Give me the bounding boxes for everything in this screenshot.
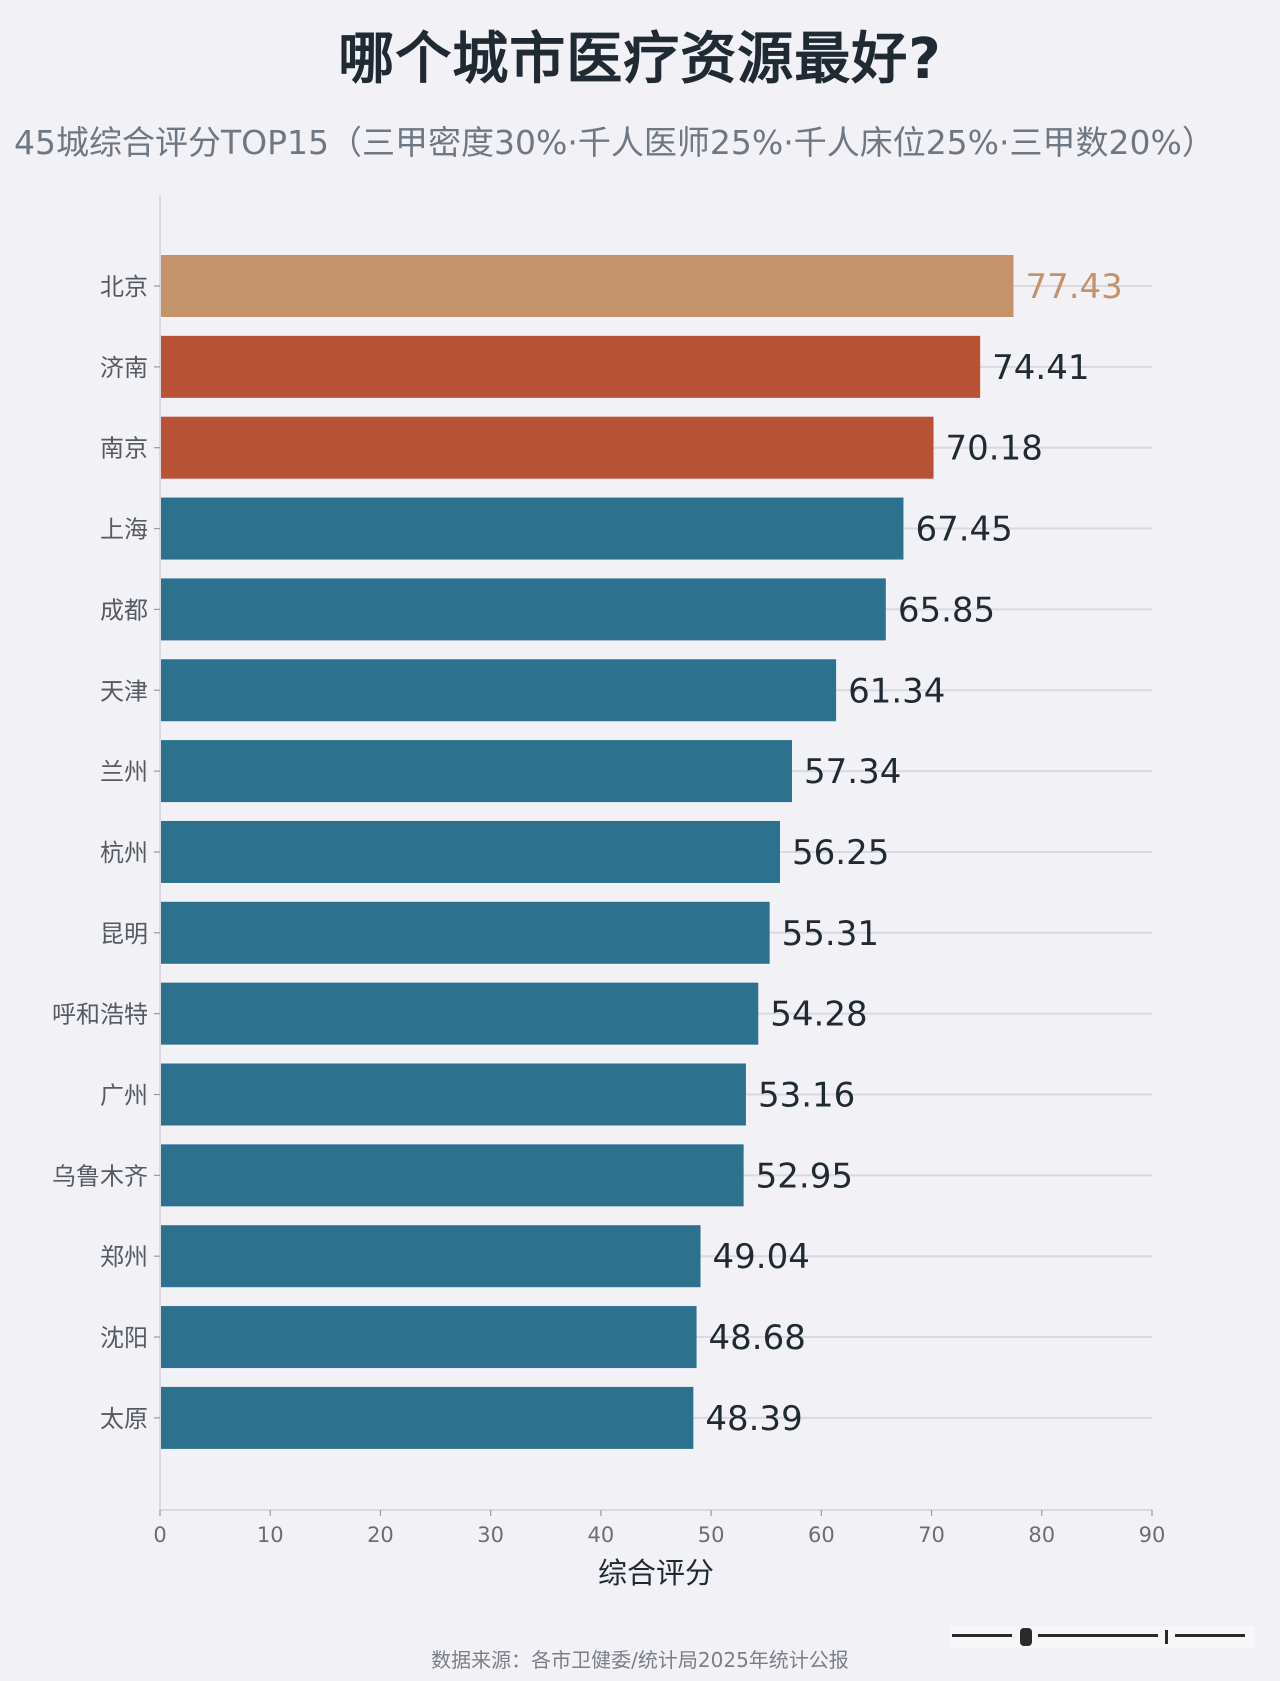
x-tick-label: 10 [257, 1523, 284, 1547]
y-tick-label: 郑州 [100, 1243, 148, 1271]
y-tick-label: 沈阳 [100, 1324, 148, 1352]
data-label: 55.31 [782, 914, 879, 954]
data-label: 49.04 [713, 1237, 810, 1277]
bar [161, 416, 934, 479]
x-axis-title: 综合评分 [598, 1556, 714, 1590]
bar [161, 659, 837, 722]
x-tick-label: 60 [808, 1523, 835, 1547]
bar [161, 335, 981, 398]
bar [161, 820, 780, 883]
chart-title: 哪个城市医疗资源最好? [338, 27, 942, 92]
bar [161, 901, 770, 964]
y-tick-label: 上海 [100, 516, 148, 544]
x-tick-label: 90 [1139, 1523, 1166, 1547]
y-tick-label: 北京 [100, 273, 148, 301]
watermark-logo [950, 1626, 1255, 1648]
bar [161, 1225, 701, 1288]
data-label: 65.85 [898, 590, 995, 630]
data-label: 70.18 [946, 429, 1043, 469]
x-tick-label: 70 [918, 1523, 945, 1547]
data-label: 56.25 [792, 833, 889, 873]
x-tick-label: 20 [367, 1523, 394, 1547]
x-tick-label: 0 [153, 1523, 166, 1547]
data-label: 57.34 [804, 752, 901, 792]
bar [161, 497, 904, 560]
bar [161, 1063, 746, 1126]
x-tick-label: 40 [588, 1523, 615, 1547]
bar [161, 982, 759, 1045]
y-tick-label: 呼和浩特 [52, 1001, 148, 1029]
data-label: 74.41 [992, 348, 1089, 388]
bar [161, 1386, 694, 1449]
data-label: 48.39 [705, 1399, 802, 1439]
y-tick-label: 乌鲁木齐 [52, 1162, 148, 1190]
data-label: 53.16 [758, 1076, 855, 1116]
y-tick-label: 兰州 [100, 758, 148, 786]
y-tick-label: 杭州 [100, 839, 148, 867]
x-tick-label: 50 [698, 1523, 725, 1547]
bar [161, 578, 886, 641]
bar [161, 1306, 697, 1369]
y-tick-label: 昆明 [100, 920, 148, 948]
x-tick-label: 80 [1028, 1523, 1055, 1547]
bar [161, 255, 1014, 317]
data-source-note: 数据来源：各市卫健委/统计局2025年统计公报 [431, 1648, 849, 1672]
data-label: 48.68 [709, 1318, 806, 1358]
chart-subtitle: 45城综合评分TOP15（三甲密度30%·千人医师25%·千人床位25%·三甲数… [14, 123, 1215, 162]
data-label: 54.28 [770, 995, 867, 1035]
data-label: 77.43 [1025, 267, 1122, 307]
x-tick-label: 30 [477, 1523, 504, 1547]
bar [161, 740, 793, 803]
y-tick-label: 太原 [100, 1405, 148, 1433]
y-tick-label: 南京 [100, 435, 148, 463]
bar [161, 1144, 744, 1207]
y-tick-label: 成都 [100, 596, 148, 624]
y-tick-label: 济南 [100, 354, 148, 382]
data-label: 52.95 [756, 1156, 853, 1196]
data-label: 61.34 [848, 671, 945, 711]
data-label: 67.45 [915, 510, 1012, 550]
y-tick-label: 广州 [100, 1082, 148, 1110]
y-tick-label: 天津 [100, 677, 148, 705]
